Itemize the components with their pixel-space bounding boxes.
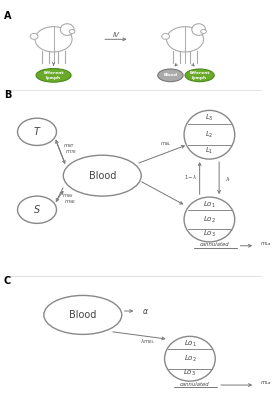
Ellipse shape — [36, 68, 71, 82]
Text: Blood: Blood — [163, 73, 177, 77]
Ellipse shape — [184, 110, 235, 159]
Text: Efferent
lymph: Efferent lymph — [43, 71, 64, 80]
Text: $Lo_1$: $Lo_1$ — [203, 200, 216, 210]
Ellipse shape — [166, 27, 203, 52]
Text: Blood: Blood — [89, 171, 116, 181]
Text: A: A — [4, 11, 11, 21]
Ellipse shape — [35, 27, 72, 52]
Text: $m_{BS}$: $m_{BS}$ — [62, 192, 74, 200]
Text: Efferent
lymph: Efferent lymph — [190, 71, 210, 80]
Ellipse shape — [165, 336, 215, 381]
Text: $m_{SB}$: $m_{SB}$ — [64, 198, 76, 206]
Text: cannulated: cannulated — [180, 382, 210, 386]
Text: B: B — [4, 90, 11, 100]
Text: $\alpha$: $\alpha$ — [142, 306, 149, 316]
Text: $Lo_2$: $Lo_2$ — [184, 354, 196, 364]
Text: IV: IV — [112, 32, 119, 38]
Ellipse shape — [17, 118, 57, 146]
Text: $Lo_2$: $Lo_2$ — [203, 214, 216, 224]
Ellipse shape — [69, 30, 75, 34]
Text: $m_{TB}$: $m_{TB}$ — [65, 148, 77, 156]
Ellipse shape — [30, 34, 38, 39]
Text: $\lambda$: $\lambda$ — [225, 175, 230, 183]
Ellipse shape — [44, 296, 122, 334]
Text: $1\!-\!\lambda$: $1\!-\!\lambda$ — [184, 173, 196, 181]
Text: $Lo_3$: $Lo_3$ — [203, 229, 216, 239]
Text: $L_2$: $L_2$ — [205, 130, 214, 140]
Text: S: S — [34, 205, 40, 215]
Ellipse shape — [63, 155, 141, 196]
Text: $m_{BT}$: $m_{BT}$ — [63, 142, 75, 150]
Text: Blood: Blood — [69, 310, 97, 320]
Text: $Lo_1$: $Lo_1$ — [184, 339, 196, 349]
Ellipse shape — [192, 24, 205, 36]
Ellipse shape — [184, 197, 235, 242]
Ellipse shape — [185, 69, 214, 82]
Text: $L_1$: $L_1$ — [205, 146, 214, 156]
Text: $m_{La}$: $m_{La}$ — [260, 240, 272, 248]
Text: T: T — [34, 127, 40, 137]
Text: $Lo_3$: $Lo_3$ — [183, 368, 196, 378]
Ellipse shape — [201, 30, 206, 34]
Ellipse shape — [158, 69, 183, 82]
Text: $\lambda m_{BL}$: $\lambda m_{BL}$ — [140, 337, 156, 346]
Ellipse shape — [17, 196, 57, 223]
Text: $m_{La}$: $m_{La}$ — [260, 379, 272, 387]
Text: $L_3$: $L_3$ — [205, 113, 214, 123]
Ellipse shape — [60, 24, 74, 36]
Ellipse shape — [162, 34, 169, 39]
Text: $m_{BL}$: $m_{BL}$ — [160, 140, 172, 148]
Text: cannulated: cannulated — [199, 242, 229, 247]
Text: C: C — [4, 276, 11, 286]
